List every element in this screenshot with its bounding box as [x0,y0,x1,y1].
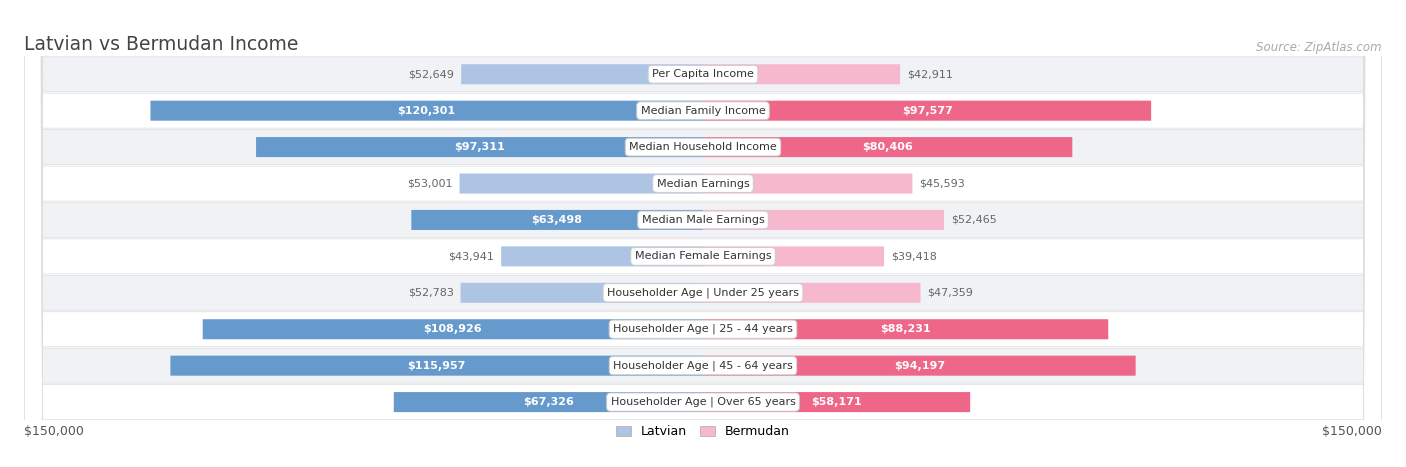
Text: $52,783: $52,783 [408,288,454,298]
FancyBboxPatch shape [703,283,921,303]
Text: Median Family Income: Median Family Income [641,106,765,116]
Text: Householder Age | Under 25 years: Householder Age | Under 25 years [607,288,799,298]
Text: $120,301: $120,301 [398,106,456,116]
FancyBboxPatch shape [703,392,970,412]
FancyBboxPatch shape [460,174,703,193]
FancyBboxPatch shape [24,0,1382,467]
FancyBboxPatch shape [24,0,1382,467]
Text: $97,577: $97,577 [901,106,952,116]
Text: Latvian vs Bermudan Income: Latvian vs Bermudan Income [24,35,298,54]
Text: $67,326: $67,326 [523,397,574,407]
Text: $52,465: $52,465 [950,215,997,225]
FancyBboxPatch shape [24,0,1382,467]
Text: Source: ZipAtlas.com: Source: ZipAtlas.com [1256,41,1382,54]
Text: Per Capita Income: Per Capita Income [652,69,754,79]
FancyBboxPatch shape [150,101,703,120]
Text: $108,926: $108,926 [423,324,482,334]
Legend: Latvian, Bermudan: Latvian, Bermudan [612,420,794,443]
Text: $150,000: $150,000 [24,425,84,438]
FancyBboxPatch shape [703,247,884,266]
Text: Median Household Income: Median Household Income [628,142,778,152]
Text: $52,649: $52,649 [408,69,454,79]
Text: $47,359: $47,359 [928,288,973,298]
FancyBboxPatch shape [501,247,703,266]
FancyBboxPatch shape [703,137,1073,157]
Text: Householder Age | Over 65 years: Householder Age | Over 65 years [610,397,796,407]
FancyBboxPatch shape [202,319,703,339]
Text: Median Male Earnings: Median Male Earnings [641,215,765,225]
Text: $43,941: $43,941 [449,251,495,262]
FancyBboxPatch shape [256,137,703,157]
FancyBboxPatch shape [24,0,1382,467]
FancyBboxPatch shape [24,0,1382,467]
Text: $115,957: $115,957 [408,361,465,371]
Text: $63,498: $63,498 [531,215,582,225]
FancyBboxPatch shape [24,0,1382,467]
FancyBboxPatch shape [703,64,900,84]
Text: $80,406: $80,406 [862,142,912,152]
Text: $53,001: $53,001 [408,178,453,189]
Text: $88,231: $88,231 [880,324,931,334]
Text: $94,197: $94,197 [894,361,945,371]
FancyBboxPatch shape [170,356,703,375]
Text: $39,418: $39,418 [891,251,936,262]
Text: Householder Age | 45 - 64 years: Householder Age | 45 - 64 years [613,361,793,371]
FancyBboxPatch shape [703,174,912,193]
FancyBboxPatch shape [24,0,1382,467]
FancyBboxPatch shape [461,64,703,84]
FancyBboxPatch shape [703,356,1136,375]
Text: Median Earnings: Median Earnings [657,178,749,189]
FancyBboxPatch shape [703,101,1152,120]
FancyBboxPatch shape [703,210,943,230]
FancyBboxPatch shape [24,0,1382,467]
Text: $150,000: $150,000 [1322,425,1382,438]
Text: $42,911: $42,911 [907,69,953,79]
FancyBboxPatch shape [24,0,1382,467]
Text: $58,171: $58,171 [811,397,862,407]
Text: Householder Age | 25 - 44 years: Householder Age | 25 - 44 years [613,324,793,334]
Text: Median Female Earnings: Median Female Earnings [634,251,772,262]
FancyBboxPatch shape [412,210,703,230]
Text: $45,593: $45,593 [920,178,965,189]
FancyBboxPatch shape [24,0,1382,467]
FancyBboxPatch shape [394,392,703,412]
FancyBboxPatch shape [703,319,1108,339]
FancyBboxPatch shape [461,283,703,303]
Text: $97,311: $97,311 [454,142,505,152]
